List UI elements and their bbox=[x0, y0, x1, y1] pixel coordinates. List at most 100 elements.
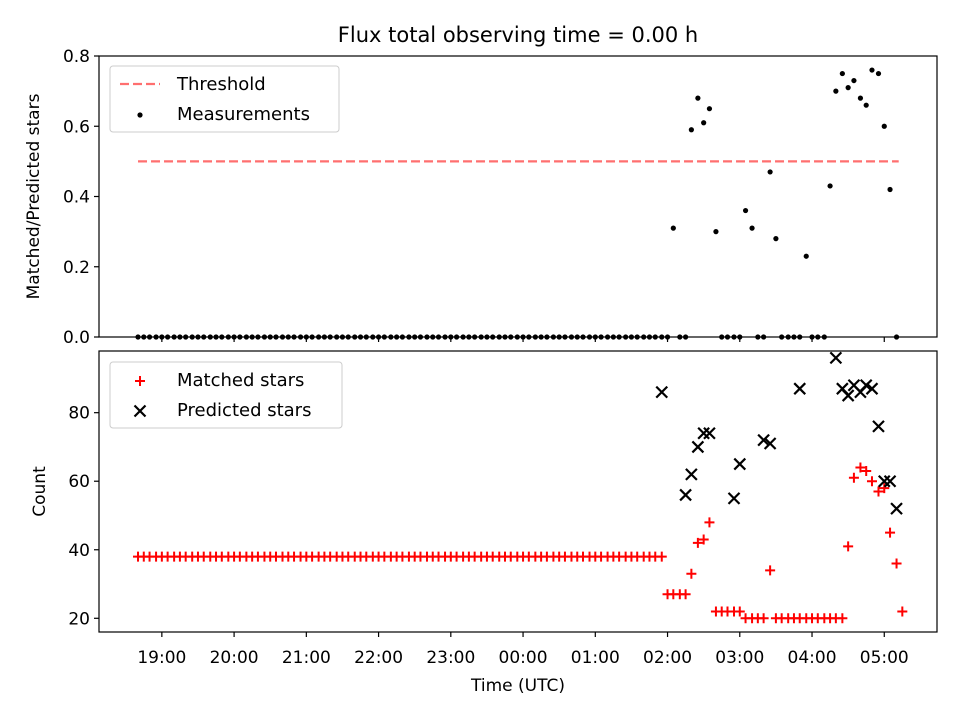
data-point bbox=[765, 565, 776, 576]
y-tick-label: 60 bbox=[68, 472, 90, 492]
legend-box bbox=[109, 65, 340, 133]
data-point bbox=[742, 207, 749, 214]
series-plus bbox=[133, 462, 908, 624]
data-point bbox=[688, 127, 694, 133]
data-point bbox=[833, 88, 839, 94]
data-point bbox=[757, 433, 770, 447]
data-point bbox=[706, 106, 713, 112]
data-point bbox=[875, 70, 882, 77]
legend: Matched stars Predicted stars bbox=[109, 361, 343, 429]
x-tick-label: 04:00 bbox=[788, 648, 837, 668]
data-point bbox=[698, 534, 709, 545]
data-point bbox=[670, 225, 676, 231]
x-tick-label: 21:00 bbox=[282, 648, 331, 668]
y-tick-label: 0.0 bbox=[63, 328, 90, 348]
legend: Threshold Measurements bbox=[109, 65, 340, 133]
x-tick-label: 00:00 bbox=[499, 648, 548, 668]
data-point bbox=[848, 472, 859, 483]
data-point bbox=[851, 77, 857, 84]
data-point bbox=[872, 420, 885, 433]
data-point bbox=[773, 236, 779, 242]
x-tick-label: 03:00 bbox=[715, 648, 764, 668]
legend-swatch bbox=[135, 376, 145, 386]
y-tick-label: 40 bbox=[68, 541, 90, 561]
data-point bbox=[685, 468, 698, 481]
data-point bbox=[691, 440, 705, 454]
y-tick-label: 80 bbox=[68, 404, 90, 424]
data-point bbox=[701, 120, 707, 126]
top-panel: 0.0 0.2 0.4 0.6 0.8 Matched/Predicted stars Th… bbox=[24, 47, 938, 348]
data-point bbox=[859, 378, 873, 392]
x-tick-label: 20:00 bbox=[210, 648, 259, 668]
data-point bbox=[857, 95, 864, 101]
data-point bbox=[861, 465, 872, 476]
legend-label: Matched stars bbox=[177, 370, 304, 391]
data-point bbox=[713, 229, 719, 235]
data-point bbox=[656, 551, 667, 562]
data-point bbox=[758, 613, 769, 624]
data-point bbox=[763, 437, 777, 450]
data-point bbox=[837, 613, 848, 624]
legend-box bbox=[109, 361, 343, 429]
data-point bbox=[897, 606, 908, 617]
data-point bbox=[655, 385, 669, 399]
data-point bbox=[843, 541, 854, 552]
data-point bbox=[827, 183, 833, 189]
legend-label: Threshold bbox=[176, 74, 266, 95]
data-point bbox=[865, 382, 879, 395]
data-point bbox=[680, 589, 691, 600]
x-tick-label: 05:00 bbox=[860, 648, 909, 668]
y-axis-label: Count bbox=[30, 466, 50, 517]
data-point bbox=[803, 253, 809, 259]
x-tick-label: 23:00 bbox=[426, 648, 475, 668]
y-tick-label: 0.6 bbox=[63, 117, 90, 137]
legend-swatch bbox=[137, 112, 143, 118]
data-point bbox=[703, 426, 716, 440]
bottom-panel: 20 40 60 80 Count Matched stars Predicted star… bbox=[30, 350, 938, 637]
data-point bbox=[749, 225, 755, 231]
data-point bbox=[733, 457, 747, 471]
data-point bbox=[883, 474, 897, 488]
legend-label: Predicted stars bbox=[177, 400, 311, 421]
data-point bbox=[829, 351, 843, 365]
x-tick-label: 22:00 bbox=[354, 648, 403, 668]
y-tick-label: 0.2 bbox=[63, 258, 90, 278]
x-tick-label: 02:00 bbox=[643, 648, 692, 668]
x-axis-ticks: 19:00 20:00 21:00 22:00 23:00 00:00 01:00 02:00… bbox=[137, 648, 908, 668]
y-tick-label: 20 bbox=[68, 609, 90, 629]
data-point bbox=[704, 517, 715, 528]
data-point bbox=[841, 389, 855, 402]
x-tick-label: 01:00 bbox=[571, 648, 620, 668]
data-point bbox=[793, 382, 807, 395]
x-tick-label: 19:00 bbox=[137, 648, 186, 668]
data-point bbox=[686, 568, 697, 579]
data-point bbox=[887, 186, 893, 193]
data-point bbox=[890, 502, 903, 515]
data-point bbox=[727, 492, 741, 505]
data-point bbox=[855, 462, 866, 473]
data-point bbox=[845, 85, 851, 91]
data-point bbox=[679, 488, 692, 502]
data-point bbox=[692, 537, 703, 548]
data-point bbox=[863, 102, 869, 108]
chart-title: Flux total observing time = 0.00 h bbox=[338, 23, 698, 47]
data-point bbox=[885, 527, 896, 538]
data-point bbox=[869, 67, 875, 73]
data-point bbox=[839, 70, 845, 77]
y-tick-label: 0.4 bbox=[63, 188, 90, 208]
data-point bbox=[866, 476, 877, 487]
legend-swatch bbox=[133, 404, 147, 418]
data-point bbox=[879, 483, 890, 494]
data-point bbox=[767, 169, 773, 175]
legend-label: Measurements bbox=[177, 104, 310, 125]
data-point bbox=[873, 486, 884, 497]
data-point bbox=[891, 558, 902, 569]
y-tick-label: 0.8 bbox=[63, 47, 90, 67]
data-point bbox=[734, 606, 745, 617]
data-point bbox=[695, 95, 701, 101]
axes-frame bbox=[98, 350, 938, 633]
x-axis-label: Time (UTC) bbox=[470, 676, 565, 696]
data-point bbox=[881, 123, 887, 129]
series-x bbox=[655, 351, 903, 515]
